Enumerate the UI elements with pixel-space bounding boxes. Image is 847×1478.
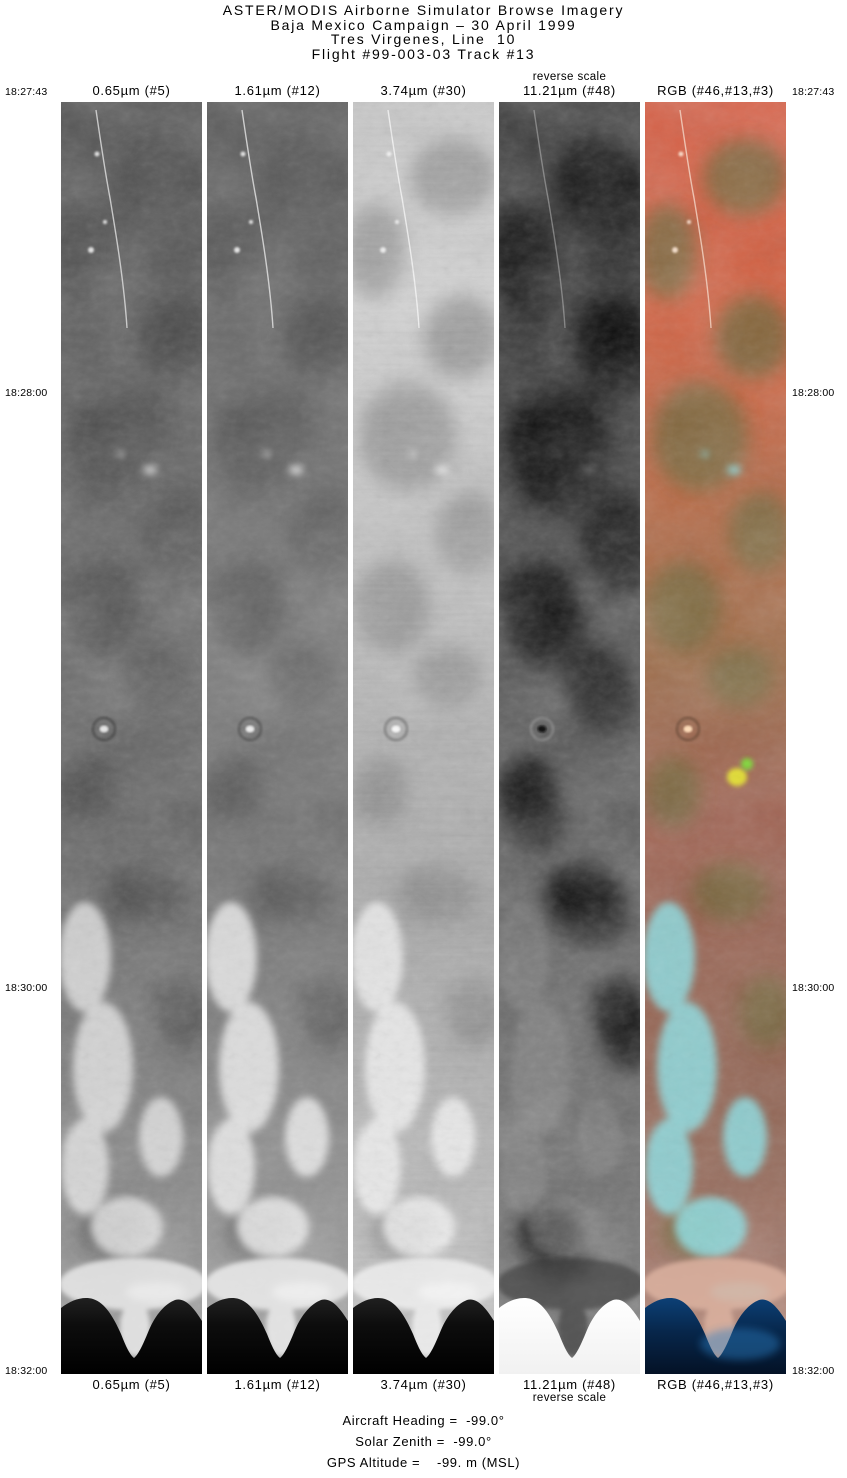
timestamp-right-3: 18:30:00 [792, 982, 835, 994]
strip-image-0-65um [61, 102, 202, 1374]
title-line-4: Flight #99-003-03 Track #13 [311, 45, 536, 62]
flight-metadata: Aircraft Heading = -99.0° Solar Zenith =… [0, 1410, 847, 1473]
column-label-top-rgb: RGB (#46,#13,#3) [657, 83, 774, 98]
timestamp-right-1: 18:27:43 [792, 86, 835, 98]
aircraft-heading-value: Aircraft Heading = -99.0° [342, 1413, 505, 1428]
gps-altitude-value: GPS Altitude = -99. m (MSL) [326, 1455, 521, 1470]
column-label-top-3-74um: 3.74µm (#30) [380, 83, 467, 98]
column-label-bottom-1-61um: 1.61µm (#12) [234, 1377, 321, 1392]
timestamp-right-2: 18:28:00 [792, 387, 835, 399]
title-line-2: Baja Mexico Campaign – 30 April 1999 [270, 16, 577, 33]
reverse-scale-note-top: reverse scale [532, 71, 607, 83]
strip-image-11-21um [499, 102, 640, 1374]
timestamp-right-4: 18:32:00 [792, 1365, 835, 1377]
title-line-3: Tres Virgenes, Line 10 [330, 31, 517, 47]
reverse-scale-note-bottom: reverse scale [532, 1392, 607, 1404]
timestamp-left-4: 18:32:00 [5, 1365, 48, 1377]
strip-image-1-61um [207, 102, 348, 1374]
page-title: ASTER/MODIS Airborne Simulator Browse Im… [0, 3, 847, 61]
column-label-bottom-3-74um: 3.74µm (#30) [380, 1377, 467, 1392]
title-line-1: ASTER/MODIS Airborne Simulator Browse Im… [222, 2, 625, 18]
timestamp-left-1: 18:27:43 [5, 86, 48, 98]
column-label-top-11-21um: 11.21µm (#48) [523, 83, 616, 98]
timestamp-left-3: 18:30:00 [5, 982, 48, 994]
column-label-bottom-rgb: RGB (#46,#13,#3) [657, 1377, 774, 1392]
column-label-bottom-11-21um: 11.21µm (#48) [523, 1377, 616, 1392]
strip-image-3-74um [353, 102, 494, 1374]
strip-image-rgb [645, 102, 786, 1374]
column-label-top-0-65um: 0.65µm (#5) [92, 83, 171, 98]
solar-zenith-value: Solar Zenith = -99.0° [355, 1434, 492, 1449]
column-label-bottom-0-65um: 0.65µm (#5) [92, 1377, 171, 1392]
column-label-top-1-61um: 1.61µm (#12) [234, 83, 321, 98]
timestamp-left-2: 18:28:00 [5, 387, 48, 399]
